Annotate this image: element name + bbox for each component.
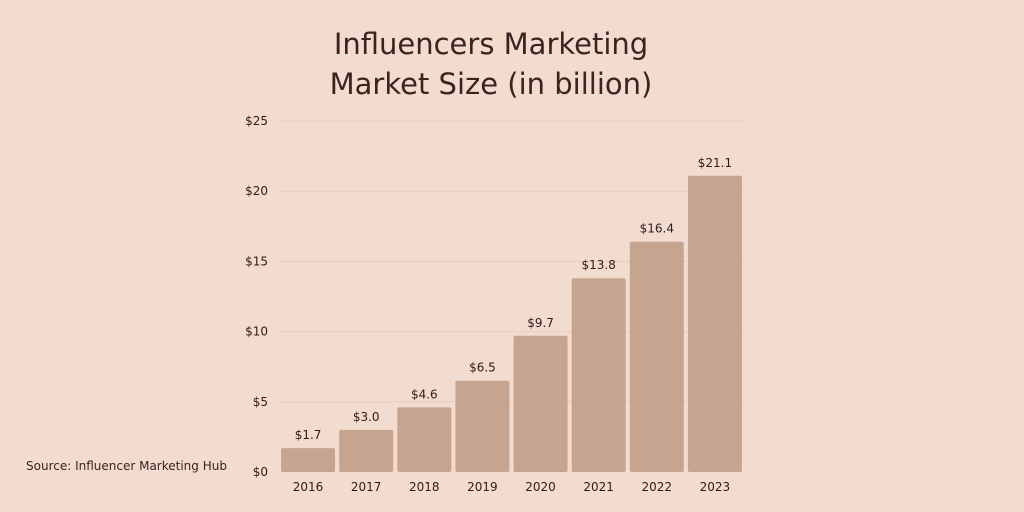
bar-value-label: $13.8 [582,258,616,272]
bar-2019 [455,380,510,472]
bar-value-label: $1.7 [295,428,322,442]
x-tick-label: 2022 [642,480,673,494]
bar-2020 [513,335,568,472]
bar-2018 [397,407,452,472]
y-tick-label: $15 [245,254,268,268]
bar-2016 [281,448,336,472]
x-tick-label: 2021 [583,480,614,494]
bar-2023 [687,175,742,473]
x-tick-label: 2023 [700,480,731,494]
bar-2022 [629,241,684,472]
x-tick-label: 2016 [293,480,324,494]
bar-2017 [339,429,394,472]
y-tick-label: $0 [253,465,268,479]
y-tick-label: $25 [245,114,268,128]
chart-title-line-2: Market Size (in billion) [329,67,653,101]
bar-value-label: $9.7 [527,316,554,330]
source-note: Source: Influencer Marketing Hub [26,459,227,473]
y-tick-label: $5 [253,395,268,409]
y-tick-label: $10 [245,325,268,339]
bar-value-label: $6.5 [469,361,496,375]
bar-2021 [571,278,626,472]
x-tick-label: 2019 [467,480,498,494]
chart-title-line-1: Influencers Marketing [333,27,649,61]
bar-value-label: $3.0 [353,410,380,424]
x-tick-label: 2020 [525,480,556,494]
bar-value-label: $4.6 [411,387,438,401]
y-tick-label: $20 [245,184,268,198]
x-tick-label: 2017 [351,480,382,494]
bar-value-label: $16.4 [640,222,674,236]
chart-title: Influencers Marketing Market Size (in bi… [0,24,982,104]
bar-value-label: $21.1 [698,156,732,170]
x-tick-label: 2018 [409,480,440,494]
